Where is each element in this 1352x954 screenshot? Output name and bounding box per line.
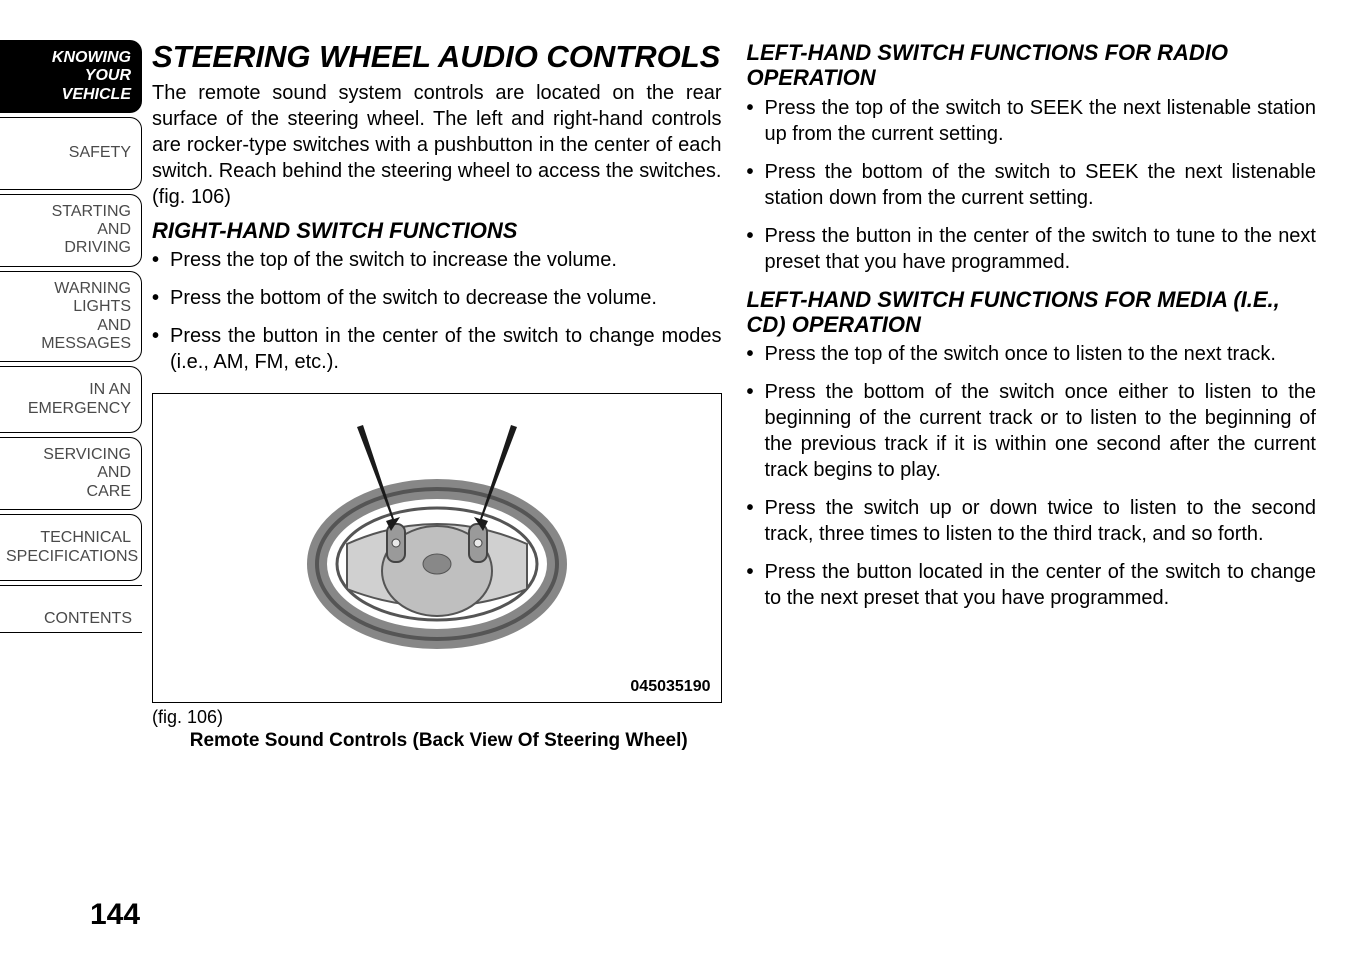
figure-caption: Remote Sound Controls (Back View Of Stee… [152, 730, 722, 752]
figure-106: 045035190 [152, 393, 722, 703]
tab-warning-lights-and-messages[interactable]: WARNING LIGHTS AND MESSAGES [0, 271, 142, 363]
figure-label: (fig. 106) [152, 707, 722, 728]
list-item: Press the bottom of the switch once eith… [747, 379, 1317, 483]
list-item: Press the button located in the center o… [747, 559, 1317, 611]
subheading-left-hand-radio: LEFT-HAND SWITCH FUNCTIONS FOR RADIO OPE… [747, 40, 1317, 91]
tab-in-an-emergency[interactable]: IN AN EMERGENCY [0, 366, 142, 433]
tab-safety[interactable]: SAFETY [0, 117, 142, 189]
list-item: Press the top of the switch to increase … [152, 247, 722, 273]
page-number: 144 [90, 898, 140, 932]
right-column: LEFT-HAND SWITCH FUNCTIONS FOR RADIO OPE… [747, 40, 1317, 752]
tab-contents[interactable]: CONTENTS [0, 585, 142, 633]
list-item: Press the button in the center of the sw… [747, 223, 1317, 275]
tab-starting-and-driving[interactable]: STARTING AND DRIVING [0, 194, 142, 267]
left-column: STEERING WHEEL AUDIO CONTROLS The remote… [152, 40, 722, 752]
figure-code: 045035190 [630, 678, 710, 696]
list-item: Press the top of the switch to SEEK the … [747, 95, 1317, 147]
page-content: STEERING WHEEL AUDIO CONTROLS The remote… [152, 40, 1316, 752]
list-item: Press the button in the center of the sw… [152, 323, 722, 375]
left-hand-media-list: Press the top of the switch once to list… [747, 341, 1317, 611]
subheading-left-hand-media: LEFT-HAND SWITCH FUNCTIONS FOR MEDIA (I.… [747, 287, 1317, 338]
sidebar-tabs: KNOWING YOUR VEHICLE SAFETY STARTING AND… [0, 40, 142, 637]
left-hand-radio-list: Press the top of the switch to SEEK the … [747, 95, 1317, 275]
tab-knowing-your-vehicle[interactable]: KNOWING YOUR VEHICLE [0, 40, 142, 113]
list-item: Press the bottom of the switch to decrea… [152, 285, 722, 311]
tab-servicing-and-care[interactable]: SERVICING AND CARE [0, 437, 142, 510]
steering-wheel-illustration [163, 404, 711, 654]
intro-paragraph: The remote sound system controls are loc… [152, 80, 722, 210]
list-item: Press the switch up or down twice to lis… [747, 495, 1317, 547]
subheading-right-hand: RIGHT-HAND SWITCH FUNCTIONS [152, 218, 722, 243]
right-hand-list: Press the top of the switch to increase … [152, 247, 722, 375]
list-item: Press the bottom of the switch to SEEK t… [747, 159, 1317, 211]
list-item: Press the top of the switch once to list… [747, 341, 1317, 367]
tab-technical-specifications[interactable]: TECHNICAL SPECIFICATIONS [0, 514, 142, 581]
section-heading: STEERING WHEEL AUDIO CONTROLS [152, 40, 722, 74]
